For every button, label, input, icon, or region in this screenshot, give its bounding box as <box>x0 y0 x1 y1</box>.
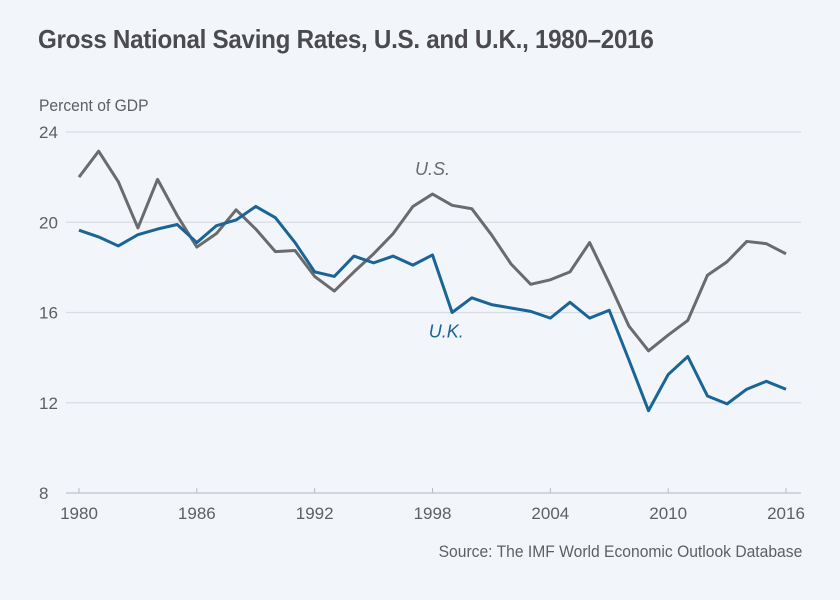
x-tick-label: 1986 <box>178 504 216 523</box>
series-line-uk <box>78 204 787 413</box>
series-labels: U.S. U.K. <box>415 159 464 341</box>
source-note: Source: The IMF World Economic Outlook D… <box>438 542 802 561</box>
x-tick-label: 1992 <box>296 504 334 523</box>
x-tick-label: 1980 <box>60 504 98 523</box>
x-tick-label: 2016 <box>767 504 805 523</box>
x-tick-label: 1998 <box>414 504 452 523</box>
chart-title: Gross National Saving Rates, U.S. and U.… <box>38 24 654 54</box>
series-line-us <box>77 149 787 353</box>
series-label-us: U.S. <box>415 159 450 179</box>
x-tick-label: 2004 <box>531 504 569 523</box>
y-tick-label: 8 <box>39 484 48 503</box>
y-tick-label: 12 <box>39 394 58 413</box>
y-tick-label: 20 <box>39 213 58 232</box>
gridlines <box>66 131 801 494</box>
x-tick-labels: 1980 1986 1992 1998 2004 2010 2016 <box>60 488 805 523</box>
series-lines <box>77 149 787 413</box>
y-axis-label: Percent of GDP <box>39 96 149 115</box>
y-tick-label: 24 <box>39 123 58 142</box>
y-tick-labels: 8 12 16 20 24 <box>39 123 58 503</box>
x-tick-label: 2010 <box>649 504 687 523</box>
y-tick-label: 16 <box>39 304 58 323</box>
series-label-uk: U.K. <box>429 321 464 341</box>
